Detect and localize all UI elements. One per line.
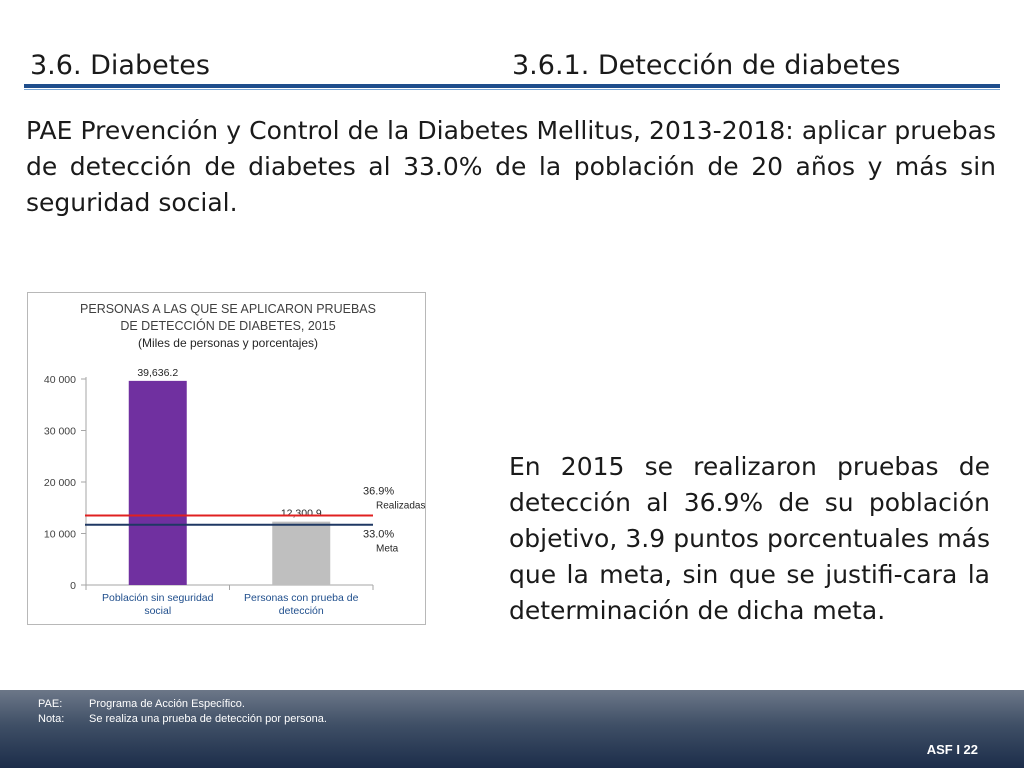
chart-subtitle: (Miles de personas y porcentajes) — [138, 336, 318, 350]
x-category-label: Personas con prueba de — [244, 592, 359, 604]
reference-line-text-label: Meta — [376, 544, 399, 555]
bar-value-label: 12,300.9 — [281, 508, 322, 520]
chart-title: PERSONAS A LAS QUE SE APLICARON PRUEBAS — [80, 302, 376, 316]
subsection-title: 3.6.1. Detección de diabetes — [512, 50, 901, 81]
note-key: Nota: — [38, 713, 65, 725]
x-category-label: detección — [279, 605, 324, 617]
footer-band — [0, 690, 1024, 768]
page-number: ASF I 22 — [926, 742, 978, 757]
x-category-label: social — [144, 605, 171, 617]
summary-paragraph: En 2015 se realizaron pruebas de detecci… — [509, 452, 990, 625]
x-category-label: Población sin seguridad — [102, 592, 214, 604]
footer-notes: PAE: Programa de Acción Específico. Nota… — [38, 697, 327, 727]
reference-line-text-label: Realizadas — [376, 500, 425, 511]
note-key: PAE: — [38, 698, 63, 710]
y-tick-label: 0 — [70, 580, 76, 592]
y-tick-label: 30 000 — [44, 426, 76, 438]
reference-line-pct-label: 36.9% — [363, 485, 394, 497]
bar-chart: PERSONAS A LAS QUE SE APLICARON PRUEBAS … — [44, 302, 425, 617]
note-text: Programa de Acción Específico. — [89, 698, 245, 710]
note-text: Se realiza una prueba de detección por p… — [89, 713, 327, 725]
chart-container: PERSONAS A LAS QUE SE APLICARON PRUEBAS … — [27, 292, 426, 625]
y-tick-label: 10 000 — [44, 529, 76, 541]
chart-title-line2: DE DETECCIÓN DE DIABETES, 2015 — [120, 318, 335, 333]
note-row: PAE: Programa de Acción Específico. — [38, 697, 327, 712]
intro-paragraph: PAE Prevención y Control de la Diabetes … — [26, 116, 996, 217]
y-tick-label: 20 000 — [44, 477, 76, 489]
bar — [128, 380, 187, 585]
bar — [272, 521, 331, 585]
title-rule-thin — [24, 89, 1000, 90]
title-rule — [24, 84, 1000, 88]
bar-value-label: 39,636.2 — [137, 367, 178, 379]
note-row: Nota: Se realiza una prueba de detección… — [38, 712, 327, 727]
reference-line-pct-label: 33.0% — [363, 529, 394, 541]
y-tick-label: 40 000 — [44, 374, 76, 386]
section-title: 3.6. Diabetes — [30, 50, 210, 81]
